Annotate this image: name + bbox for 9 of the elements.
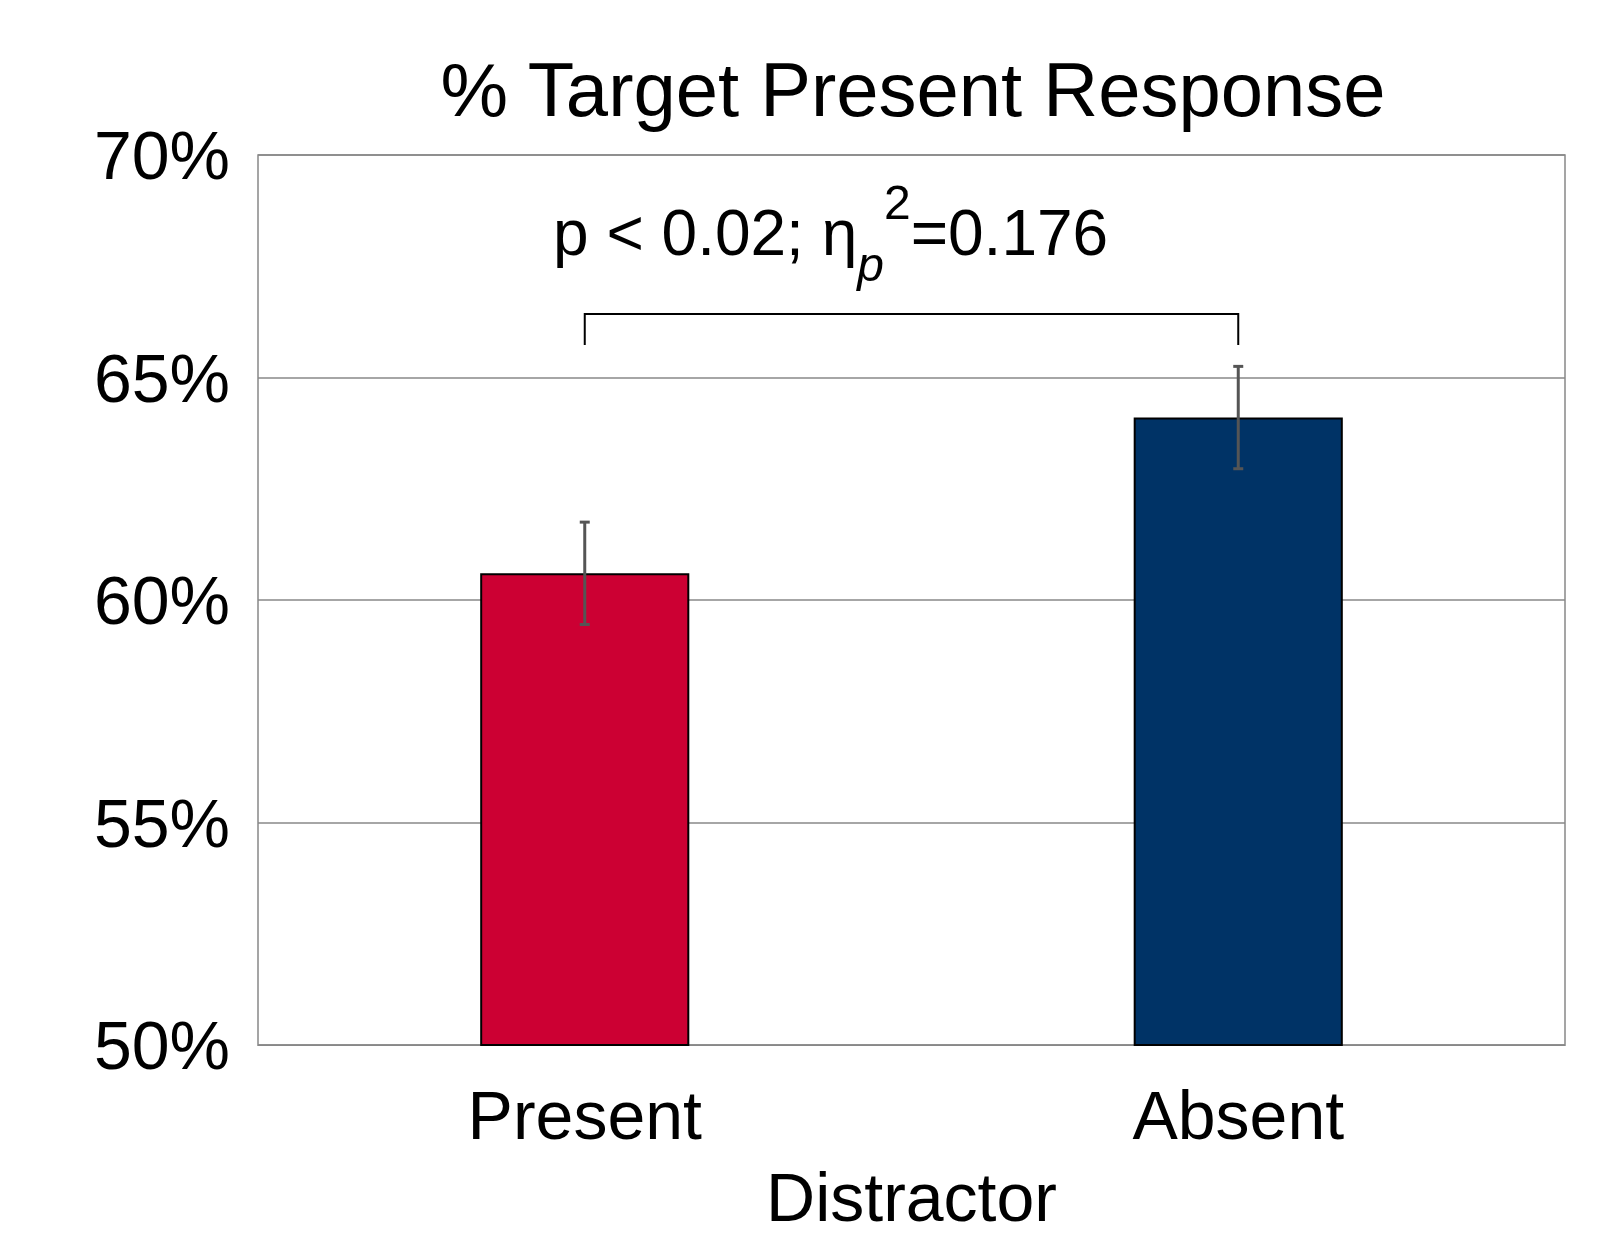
y-tick-label: 50% bbox=[93, 1007, 230, 1083]
x-tick-label: Present bbox=[467, 1077, 703, 1153]
y-tick-label: 70% bbox=[93, 117, 230, 193]
y-tick-label: 55% bbox=[93, 784, 230, 861]
x-tick-label: Absent bbox=[1132, 1077, 1345, 1153]
x-axis-title: Distractor bbox=[766, 1159, 1057, 1235]
y-tick-label: 60% bbox=[93, 562, 230, 638]
y-tick-label: 65% bbox=[93, 339, 230, 416]
chart-title: % Target Present Response bbox=[440, 46, 1386, 132]
